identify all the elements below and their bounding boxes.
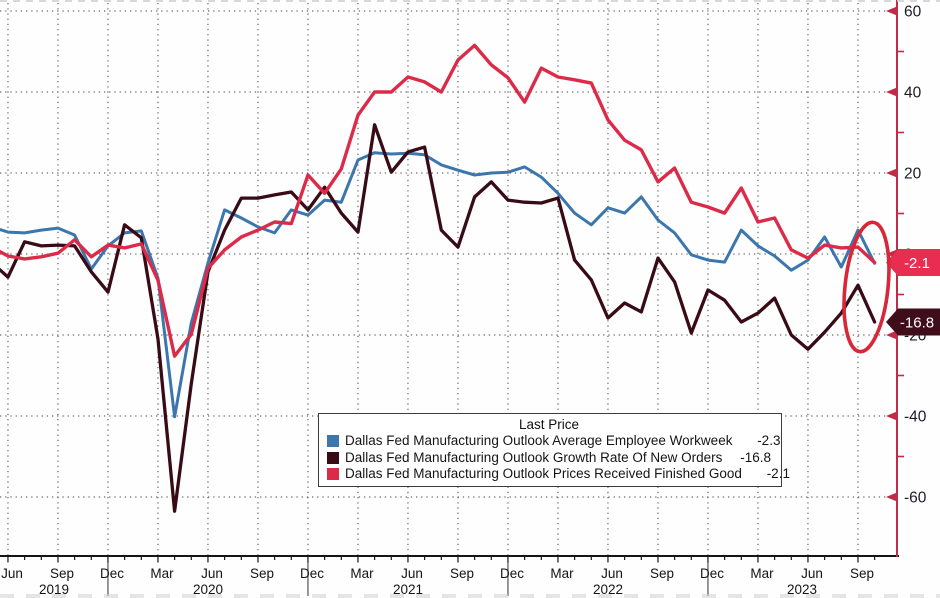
month-label: Sep xyxy=(850,566,874,581)
last-price-badge-orders xyxy=(886,308,940,336)
series-line-orders xyxy=(0,123,877,513)
year-label: 2021 xyxy=(393,582,423,597)
last-price-badge-label: -2.1 xyxy=(904,255,930,272)
y-major-arrow xyxy=(886,168,897,178)
legend-row-1: Dallas Fed Manufacturing Outlook Growth … xyxy=(327,450,771,467)
month-label: Sep xyxy=(50,566,74,581)
legend-swatch-icon xyxy=(327,451,339,464)
month-label: Dec xyxy=(100,566,124,581)
month-label: Jun xyxy=(801,566,823,581)
last-price-badge-prices xyxy=(886,249,940,277)
month-label: Mar xyxy=(350,566,374,581)
month-label: Sep xyxy=(250,566,274,581)
legend-swatch-icon xyxy=(327,468,339,481)
month-label: Mar xyxy=(150,566,174,581)
legend-series-name: Dallas Fed Manufacturing Outlook Growth … xyxy=(345,449,723,465)
legend-row-2: Dallas Fed Manufacturing Outlook Prices … xyxy=(327,466,790,483)
month-label: Mar xyxy=(550,566,574,581)
y-axis-label: 40 xyxy=(904,85,922,102)
window-top-edge xyxy=(0,0,940,2)
month-label: Jun xyxy=(401,566,423,581)
month-label: Dec xyxy=(300,566,324,581)
last-price-badge-label: -16.8 xyxy=(900,315,934,332)
legend-series-name: Dallas Fed Manufacturing Outlook Average… xyxy=(345,433,733,448)
legend-box[interactable]: Last Price Dallas Fed Manufacturing Outl… xyxy=(318,413,790,487)
y-major-arrow xyxy=(886,87,897,97)
month-label: Jun xyxy=(1,566,23,581)
month-label: Jun xyxy=(601,566,623,581)
legend-row-0: Dallas Fed Manufacturing Outlook Average… xyxy=(327,433,780,450)
legend-swatch-icon xyxy=(327,435,339,448)
month-label: Jun xyxy=(201,566,223,581)
y-axis-label: 20 xyxy=(904,166,922,183)
cropped-bottom-strip xyxy=(0,594,940,598)
y-major-arrow xyxy=(886,411,897,421)
legend-series-last-price: -16.8 xyxy=(740,449,771,465)
month-label: Mar xyxy=(750,566,774,581)
month-label: Sep xyxy=(450,566,474,581)
y-major-arrow xyxy=(886,492,897,502)
year-label: 2019 xyxy=(39,582,69,597)
y-axis-label: -60 xyxy=(904,490,927,507)
month-label: Dec xyxy=(500,566,524,581)
month-label: Sep xyxy=(650,566,674,581)
y-axis-label: 60 xyxy=(904,4,922,21)
y-major-arrow xyxy=(886,330,897,340)
legend-title: Last Price xyxy=(518,417,580,432)
annotation-ellipse xyxy=(842,220,891,354)
month-label: Dec xyxy=(700,566,724,581)
y-axis-label: -40 xyxy=(904,409,927,426)
year-label: 2022 xyxy=(593,582,623,597)
year-label: 2023 xyxy=(787,582,817,597)
year-label: 2020 xyxy=(193,582,223,597)
legend-series-name: Dallas Fed Manufacturing Outlook Prices … xyxy=(345,466,742,481)
series-line-prices xyxy=(0,43,877,358)
series-line-workweek xyxy=(0,151,877,419)
legend-series-last-price: -2.3 xyxy=(757,433,781,448)
y-major-arrow xyxy=(886,6,897,16)
legend-series-last-price: -2.1 xyxy=(766,466,790,481)
